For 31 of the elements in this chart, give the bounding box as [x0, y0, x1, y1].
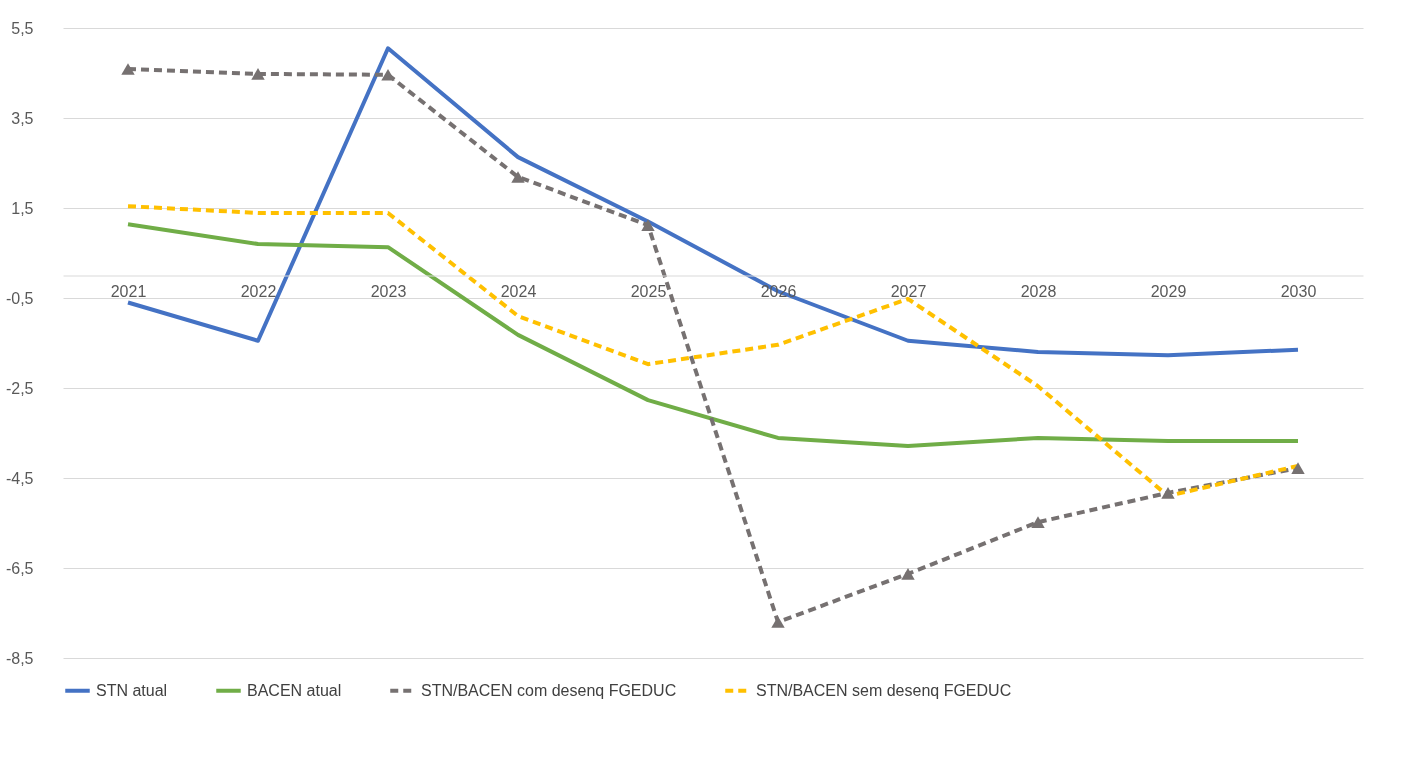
legend-label: BACEN atual [247, 681, 342, 699]
y-tick-label: -0,5 [5, 289, 34, 307]
point [511, 171, 525, 183]
x-tick-label: 2022 [240, 283, 277, 300]
point [641, 219, 655, 231]
point [1031, 516, 1045, 528]
y-tick-label: -6,5 [5, 559, 34, 577]
y-tick-label: 5,5 [11, 19, 34, 37]
point [1291, 462, 1305, 474]
x-tick-label: 2027 [890, 283, 927, 300]
y-tick-label: -4,5 [5, 469, 34, 487]
point [121, 63, 135, 75]
x-tick-label: 2029 [1150, 283, 1187, 300]
y-tick-label: 3,5 [11, 109, 34, 127]
legend-label: STN/BACEN sem desenq FGEDUC [756, 681, 1012, 699]
point [381, 68, 395, 81]
legend-label: STN/BACEN com desenq FGEDUC [421, 681, 677, 699]
x-tick-label: 2028 [1020, 283, 1057, 300]
legend-label: STN atual [96, 681, 168, 699]
x-tick-label: 2021 [110, 283, 147, 300]
point [251, 68, 265, 80]
y-tick-label: 1,5 [11, 199, 34, 217]
y-tick-label: -2,5 [5, 379, 34, 397]
point [771, 616, 785, 628]
y-tick-label: -8,5 [5, 649, 34, 667]
x-tick-label: 2025 [630, 283, 667, 300]
x-tick-label: 2024 [500, 283, 537, 300]
point [1161, 487, 1175, 499]
x-tick-label: 2030 [1280, 283, 1317, 300]
point [901, 568, 915, 580]
x-tick-label: 2023 [370, 283, 407, 300]
